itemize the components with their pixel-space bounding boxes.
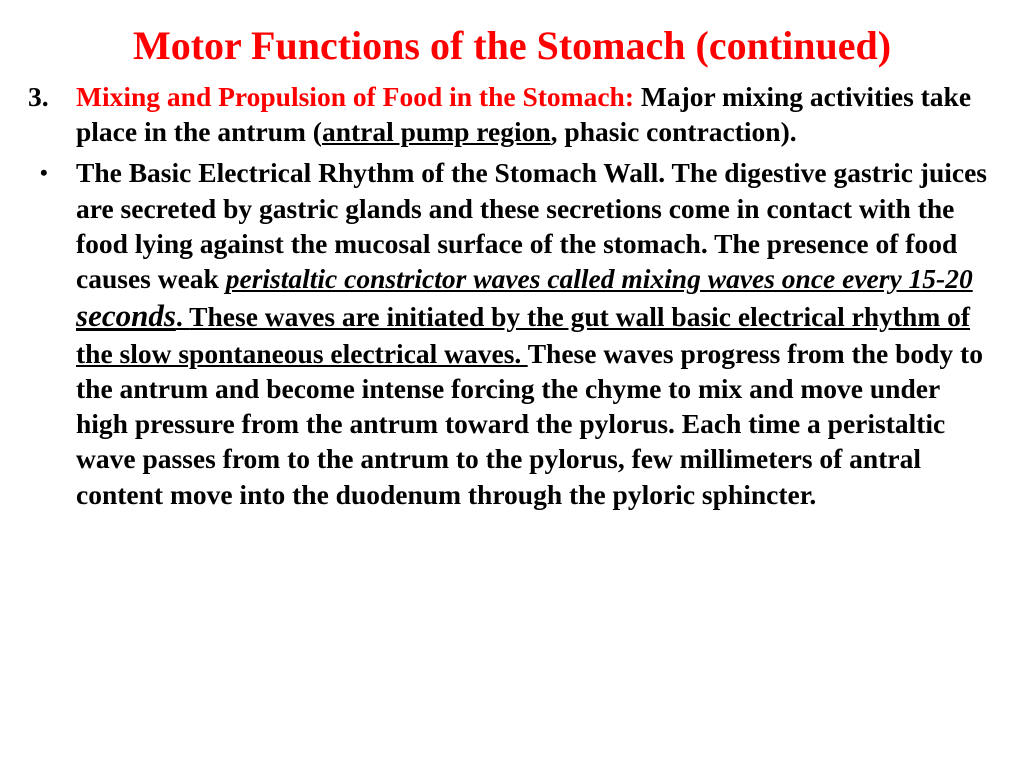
item-marker: 3. <box>28 79 76 149</box>
underlined-italic-big: seconds <box>76 298 176 333</box>
lead-heading: Mixing and Propulsion of Food in the Sto… <box>76 81 634 112</box>
underlined-end: . <box>176 301 189 332</box>
item-body: Mixing and Propulsion of Food in the Sto… <box>76 79 996 149</box>
list-item-3: 3. Mixing and Propulsion of Food in the … <box>28 79 996 149</box>
underlined-italic-1: peristaltic constrictor waves called mix… <box>226 263 973 294</box>
bullet-body: The Basic Electrical Rhythm of the Stoma… <box>76 155 996 511</box>
text-post: , phasic contraction). <box>551 116 797 147</box>
page-title: Motor Functions of the Stomach (continue… <box>28 22 996 69</box>
list-item-bullet: • The Basic Electrical Rhythm of the Sto… <box>28 155 996 511</box>
content-area: 3. Mixing and Propulsion of Food in the … <box>28 79 996 512</box>
underlined-term: antral pump region <box>322 116 551 147</box>
bullet-marker: • <box>28 155 76 511</box>
